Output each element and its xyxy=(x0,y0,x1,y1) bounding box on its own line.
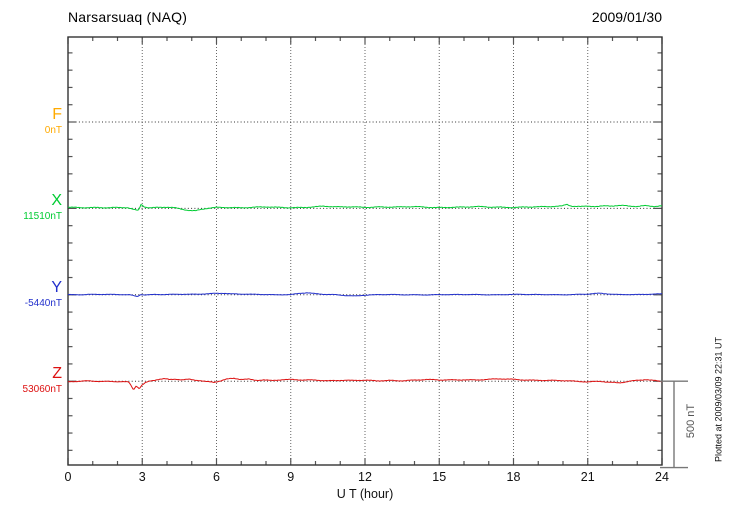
x-tick-label-24: 24 xyxy=(655,470,669,484)
plot-frame xyxy=(67,36,663,466)
series-baseline-value-Y: -5440nT xyxy=(24,297,62,309)
station-title: Narsarsuaq (NAQ) xyxy=(68,9,188,25)
series-baseline-value-Z: 53060nT xyxy=(22,384,62,396)
date-label: 2009/01/30 xyxy=(591,9,662,25)
x-tick-label-0: 0 xyxy=(64,470,72,484)
trace-Y xyxy=(67,292,663,298)
x-tick-label-12: 12 xyxy=(358,470,372,484)
series-letter-Z: Z xyxy=(52,365,62,383)
x-tick-label-21: 21 xyxy=(580,470,595,484)
trace-X xyxy=(68,203,662,212)
scale-bar-label: 500 nT xyxy=(685,403,697,439)
series-baseline-value-F: 0nT xyxy=(44,125,62,136)
trace-Z xyxy=(67,377,662,390)
x-axis-title: U T (hour) xyxy=(336,487,394,501)
plotted-at-label: Plotted at 2009/03/09 22:31 UT xyxy=(713,336,724,463)
series-letter-F: F xyxy=(52,106,62,123)
x-tick-label-3: 3 xyxy=(138,470,146,484)
x-tick-label-9: 9 xyxy=(287,470,295,484)
series-letter-X: X xyxy=(51,192,62,210)
x-tick-label-18: 18 xyxy=(506,470,521,484)
series-letter-Y: Y xyxy=(51,278,62,296)
series-baseline-value-X: 11510nT xyxy=(23,211,62,223)
x-tick-label-6: 6 xyxy=(213,470,220,484)
x-tick-label-15: 15 xyxy=(432,470,447,484)
